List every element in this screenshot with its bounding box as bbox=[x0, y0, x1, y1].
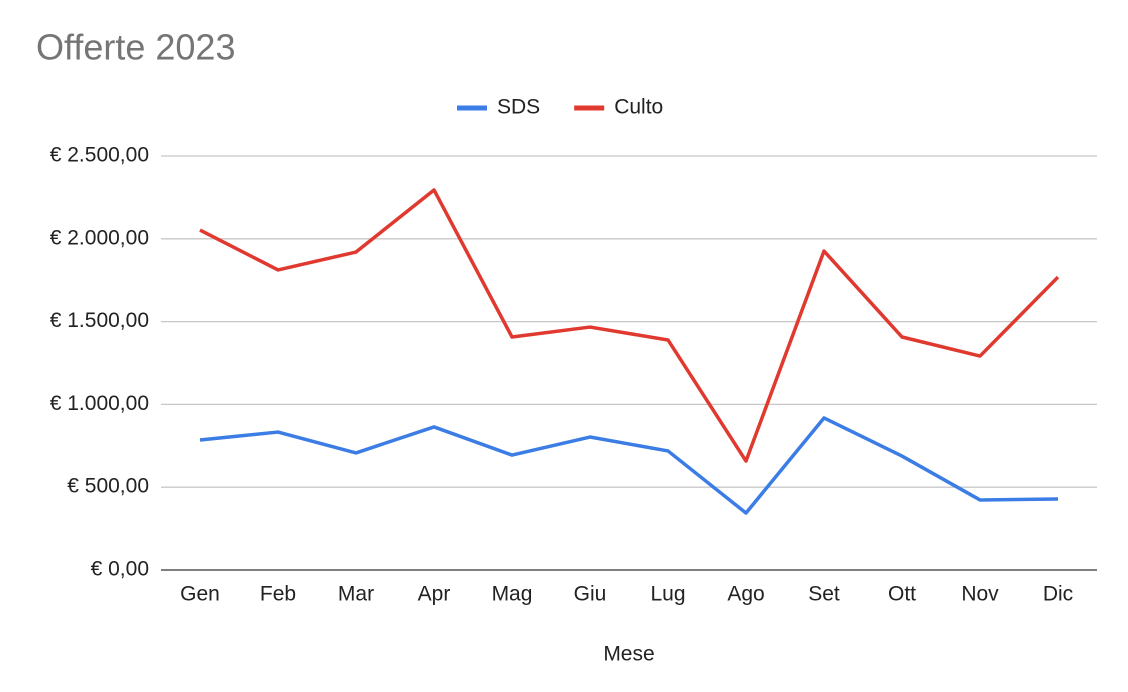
y-tick-label: € 0,00 bbox=[91, 558, 149, 581]
x-tick-label: Dic bbox=[1043, 583, 1073, 606]
y-tick-label: € 2.500,00 bbox=[50, 144, 149, 167]
x-tick-label: Gen bbox=[180, 583, 220, 606]
y-tick-label: € 1.500,00 bbox=[50, 309, 149, 332]
x-tick-label: Set bbox=[808, 583, 840, 606]
x-tick-label: Mag bbox=[492, 583, 533, 606]
x-tick-label: Apr bbox=[418, 583, 451, 606]
series-line bbox=[199, 416, 1059, 515]
x-tick-label: Mar bbox=[338, 583, 374, 606]
legend-label: SDS bbox=[497, 96, 540, 119]
series-line bbox=[199, 188, 1060, 463]
y-tick-label: € 2.000,00 bbox=[50, 226, 149, 249]
legend-label: Culto bbox=[614, 96, 663, 119]
x-tick-label: Ott bbox=[888, 583, 916, 606]
x-tick-label: Ago bbox=[727, 583, 764, 606]
x-tick-label: Nov bbox=[961, 583, 999, 606]
chart-title: Offerte 2023 bbox=[36, 27, 235, 68]
x-tick-label: Giu bbox=[574, 583, 607, 606]
y-tick-label: € 500,00 bbox=[67, 475, 149, 498]
y-tick-label: € 1.000,00 bbox=[50, 392, 149, 415]
x-axis-title: Mese bbox=[603, 643, 654, 666]
x-tick-label: Lug bbox=[650, 583, 685, 606]
x-tick-label: Feb bbox=[260, 583, 296, 606]
